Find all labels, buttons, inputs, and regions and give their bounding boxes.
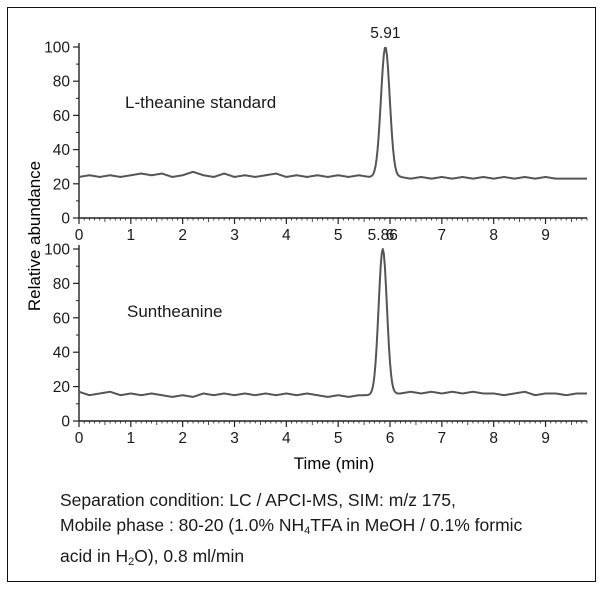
x-tick-label: 4 [282,227,291,244]
y-tick-label: 60 [53,108,71,125]
y-tick-label: 80 [53,276,71,293]
peak-label: 5.86 [368,227,398,244]
y-tick-label: 80 [53,74,71,91]
x-tick-label: 2 [178,227,187,244]
x-tick-label: 3 [230,430,239,447]
y-tick-label: 40 [53,142,71,159]
y-tick-label: 60 [53,310,71,327]
x-tick-label: 8 [489,430,498,447]
x-tick-label: 3 [230,227,239,244]
x-tick-label: 0 [75,430,84,447]
y-tick-label: 40 [53,345,71,362]
y-tick-label: 20 [53,176,71,193]
sample-annotation: Suntheanine [127,302,222,321]
caption-line-1: Separation condition: LC / APCI-MS, SIM:… [60,490,456,510]
x-tick-label: 8 [489,227,498,244]
y-tick-label: 100 [44,242,70,259]
x-tick-label: 7 [438,430,447,447]
x-tick-label: 7 [438,227,447,244]
caption-line-3: acid in H2O), 0.8 ml/min [60,546,245,568]
figure-frame [7,7,596,582]
x-tick-label: 5 [334,227,343,244]
y-tick-label: 0 [61,414,70,431]
sample-annotation: L-theanine standard [125,93,276,112]
chromatogram-chart: Relative abundance Time (min) 0204060801… [25,25,588,473]
caption: Separation condition: LC / APCI-MS, SIM:… [60,488,590,575]
caption-line-2: Mobile phase : 80-20 (1.0% NH4TFA in MeO… [60,515,523,537]
chromatogram-trace [78,46,587,180]
panel-1: 0 20 40 60 80 100 0 1 2 3 4 5 6 7 8 9 5.91 L-theanine sta… [44,25,588,244]
y-tick-label: 0 [61,211,70,228]
x-tick-label: 4 [282,430,291,447]
x-tick-label: 6 [386,430,395,447]
x-tick-label: 9 [541,227,550,244]
x-tick-label: 5 [334,430,343,447]
x-tick-label: 6 [386,227,395,244]
x-axis-label: Time (min) [294,454,375,473]
y-tick-label: 20 [53,379,71,396]
x-tick-label: 1 [127,430,136,447]
chromatogram-trace [78,248,587,398]
peak-label: 5.91 [370,25,400,42]
y-tick-label: 100 [44,40,70,57]
x-tick-label: 2 [178,430,187,447]
x-tick-label: 0 [75,227,84,244]
x-tick-label: 1 [127,227,136,244]
y-axis-label: Relative abundance [25,161,44,311]
x-tick-label: 9 [541,430,550,447]
